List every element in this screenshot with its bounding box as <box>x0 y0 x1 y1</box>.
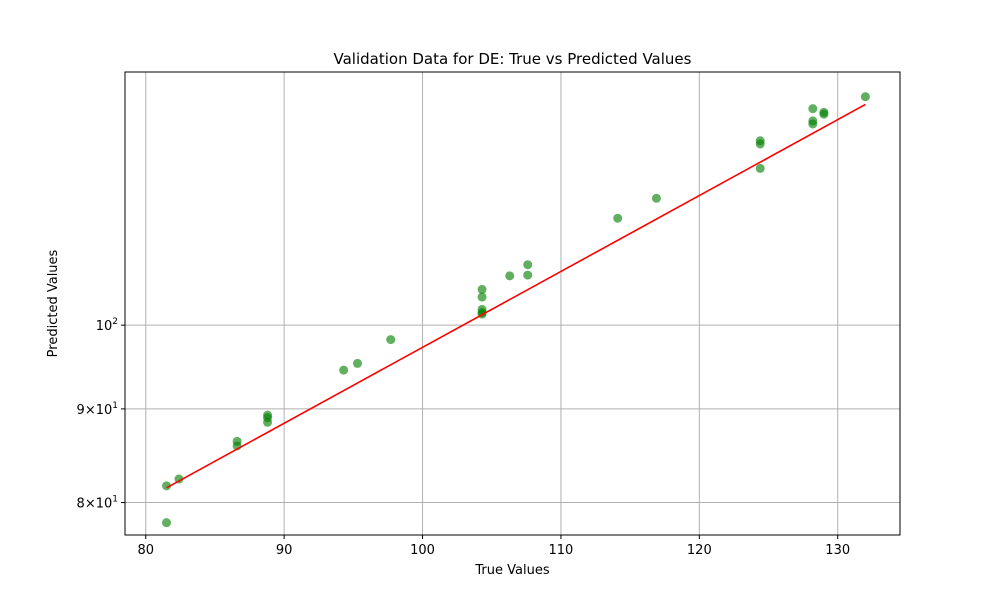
y-tick-exponent: 1 <box>112 401 118 411</box>
data-points <box>162 92 870 528</box>
data-point <box>505 271 515 281</box>
x-tick-label: 100 <box>410 543 435 558</box>
fit-line <box>166 103 866 489</box>
data-point <box>263 417 273 427</box>
x-tick-label: 110 <box>549 543 574 558</box>
y-axis-label: Predicted Values <box>46 249 61 357</box>
data-point <box>477 284 487 294</box>
data-point <box>819 109 829 119</box>
data-point <box>755 163 765 173</box>
fit-line-group <box>166 103 866 489</box>
data-point <box>162 518 172 528</box>
y-tick-base: 10 <box>96 319 113 334</box>
data-point <box>808 104 818 114</box>
x-axis-label: True Values <box>474 563 549 578</box>
x-tick-label: 80 <box>137 543 154 558</box>
grid <box>125 72 900 535</box>
data-point <box>162 481 172 491</box>
y-tick-label: 8×101 <box>77 495 118 512</box>
data-point <box>339 365 349 375</box>
data-point <box>613 213 623 223</box>
data-point <box>386 335 396 345</box>
data-point <box>477 292 487 302</box>
data-point <box>860 92 870 102</box>
data-point <box>523 270 533 280</box>
data-point <box>808 119 818 129</box>
y-tick-exponent: 1 <box>112 495 118 505</box>
chart-title: Validation Data for DE: True vs Predicte… <box>334 50 692 68</box>
data-point <box>651 193 661 203</box>
x-tick-label: 120 <box>687 543 712 558</box>
plot-frame <box>124 71 901 536</box>
x-tick-label: 130 <box>825 543 850 558</box>
x-axis: 80 90 100 110 120 130 <box>137 535 850 558</box>
data-point <box>755 139 765 149</box>
y-tick-label: 9×101 <box>77 401 118 418</box>
y-tick-label: 102 <box>96 317 118 334</box>
y-tick-base: 9×10 <box>77 403 113 418</box>
data-point <box>523 260 533 270</box>
y-tick-base: 8×10 <box>77 497 113 512</box>
y-tick-exponent: 2 <box>112 317 118 327</box>
x-tick-label: 90 <box>276 543 293 558</box>
data-point <box>353 358 362 368</box>
